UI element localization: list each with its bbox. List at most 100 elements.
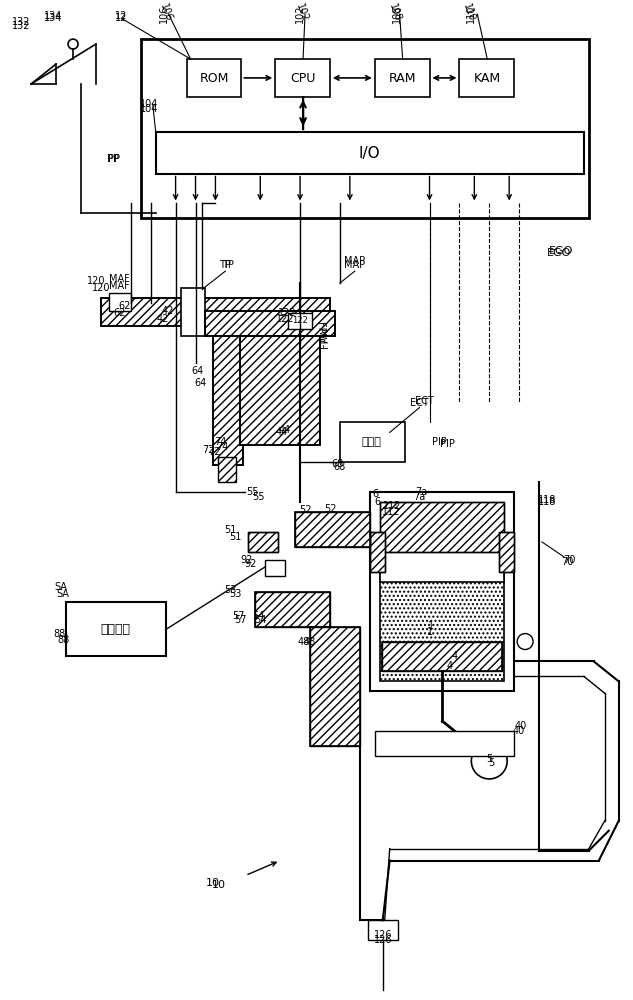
Text: PIP: PIP	[440, 439, 455, 449]
Text: FPW: FPW	[320, 327, 330, 348]
Bar	[265, 560, 285, 576]
Bar	[340, 422, 404, 462]
Text: 驱动器: 驱动器	[362, 437, 382, 447]
Text: 106: 106	[158, 2, 173, 23]
Text: MAF: MAF	[110, 274, 130, 284]
Text: ECT: ECT	[415, 396, 434, 406]
Bar	[180, 288, 206, 336]
Text: 108: 108	[387, 2, 403, 23]
Text: 70: 70	[563, 555, 575, 565]
Text: 5: 5	[488, 758, 494, 768]
Bar	[248, 532, 278, 552]
Text: 70: 70	[561, 557, 573, 567]
Text: PP: PP	[108, 154, 120, 164]
Bar	[241, 336, 320, 445]
Text: 52: 52	[299, 505, 311, 515]
Text: TP: TP	[222, 260, 234, 270]
Bar	[101, 298, 330, 326]
Bar	[101, 298, 330, 326]
Bar	[109, 293, 131, 311]
Bar	[380, 552, 505, 582]
Text: 112: 112	[384, 501, 402, 511]
Text: 6: 6	[373, 489, 379, 499]
Bar	[370, 492, 514, 691]
Bar	[187, 59, 241, 97]
Text: MAP: MAP	[344, 256, 365, 266]
Bar	[375, 731, 514, 756]
Text: 110: 110	[461, 2, 477, 23]
Text: 54: 54	[254, 615, 266, 625]
Text: 51: 51	[224, 525, 237, 535]
Bar	[288, 313, 312, 329]
Text: 122: 122	[292, 316, 308, 325]
Bar	[499, 532, 514, 572]
Bar	[382, 642, 502, 671]
Text: 62: 62	[114, 308, 126, 318]
Bar	[206, 311, 335, 336]
Bar	[368, 920, 398, 940]
Text: 44: 44	[279, 425, 291, 435]
Text: CPU: CPU	[291, 72, 316, 85]
Text: 74: 74	[216, 442, 229, 452]
Text: 108: 108	[392, 5, 402, 23]
Text: 106: 106	[159, 5, 168, 23]
Text: 48: 48	[304, 637, 316, 647]
Bar	[156, 132, 584, 174]
Text: I/O: I/O	[359, 146, 380, 161]
Text: 122: 122	[278, 308, 296, 318]
Text: 12: 12	[115, 13, 127, 23]
Bar	[141, 39, 589, 218]
Text: 88: 88	[53, 629, 65, 639]
Text: 52: 52	[323, 504, 336, 514]
Bar	[370, 532, 385, 572]
Text: 92: 92	[240, 555, 253, 565]
Text: TP: TP	[220, 260, 231, 270]
Bar	[295, 512, 370, 547]
Text: 112: 112	[382, 507, 401, 517]
Bar	[460, 59, 514, 97]
Bar	[380, 502, 505, 552]
Text: 118: 118	[538, 495, 556, 505]
Text: 48: 48	[298, 637, 310, 647]
Bar	[255, 592, 330, 627]
Text: 104: 104	[139, 99, 158, 109]
Text: FPW: FPW	[315, 322, 325, 343]
Text: 134: 134	[44, 11, 62, 21]
Text: MAP: MAP	[344, 260, 365, 270]
Text: 4: 4	[446, 661, 453, 671]
Text: 104: 104	[139, 104, 158, 114]
Bar	[275, 59, 330, 97]
Text: SA: SA	[54, 582, 68, 592]
Text: 4: 4	[451, 651, 458, 661]
Text: 120: 120	[92, 283, 110, 293]
Bar	[66, 602, 166, 656]
Text: PP: PP	[107, 154, 119, 164]
Text: 57: 57	[234, 615, 247, 625]
Bar	[380, 552, 505, 681]
Text: 10: 10	[211, 880, 225, 890]
Text: 1: 1	[427, 627, 432, 637]
Text: 120: 120	[87, 276, 105, 286]
Text: 10: 10	[206, 878, 220, 888]
Text: 40: 40	[515, 721, 527, 731]
Bar	[380, 502, 505, 552]
Text: 6: 6	[375, 497, 381, 507]
Text: 7a: 7a	[415, 487, 428, 497]
Text: 126: 126	[373, 930, 392, 940]
Text: 点火系统: 点火系统	[101, 623, 131, 636]
Bar	[382, 642, 502, 671]
Text: EGO: EGO	[549, 246, 573, 256]
Text: SA: SA	[56, 589, 70, 599]
Text: 134: 134	[44, 13, 62, 23]
Text: 53: 53	[229, 589, 242, 599]
Bar	[206, 311, 335, 336]
Text: 132: 132	[12, 21, 30, 31]
Bar	[375, 59, 430, 97]
Text: 126: 126	[373, 935, 392, 945]
Text: 72: 72	[208, 447, 221, 457]
Bar	[310, 627, 360, 746]
Text: 44: 44	[276, 427, 288, 437]
Text: 5: 5	[486, 754, 492, 764]
Text: 55: 55	[246, 487, 258, 497]
Text: 7a: 7a	[413, 492, 425, 502]
